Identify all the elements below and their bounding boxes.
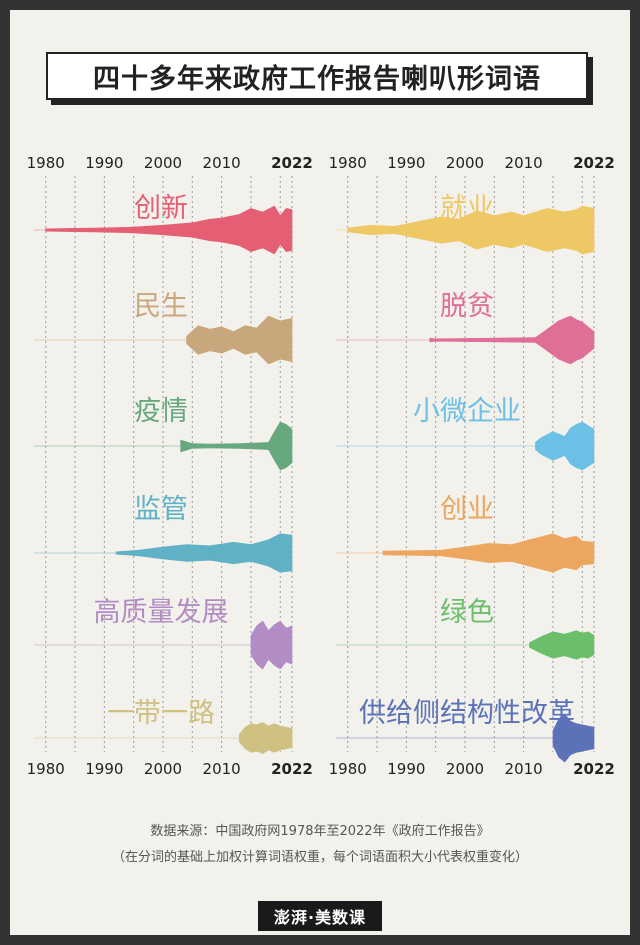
x-tick-label-top: 2000 <box>144 154 182 172</box>
x-tick-label-bottom: 2022 <box>271 760 313 778</box>
series-area <box>250 620 293 670</box>
brand-logo: 澎湃·美数课 <box>258 901 382 931</box>
series-label: 绿色 <box>440 597 494 628</box>
series-area <box>180 421 293 471</box>
series-area <box>429 315 595 365</box>
chart-frame <box>10 10 630 935</box>
series-label: 监管 <box>134 494 188 525</box>
x-tick-label-bottom: 2000 <box>144 760 182 778</box>
series-label: 创新 <box>134 193 188 224</box>
x-tick-label-bottom: 2010 <box>505 760 543 778</box>
x-tick-label-top: 2000 <box>446 154 484 172</box>
x-tick-label-bottom: 1990 <box>387 760 425 778</box>
x-tick-label-bottom: 2000 <box>446 760 484 778</box>
x-tick-label-top: 1990 <box>85 154 123 172</box>
data-source-text: 数据来源：中国政府网1978年至2022年《政府工作报告》 <box>150 824 490 839</box>
series-label: 疫情 <box>134 396 188 427</box>
x-tick-label-bottom: 1980 <box>27 760 65 778</box>
series-area <box>186 315 293 365</box>
x-tick-label-bottom: 1980 <box>329 760 367 778</box>
x-tick-label-top: 1980 <box>27 154 65 172</box>
x-tick-label-top: 2010 <box>203 154 241 172</box>
x-tick-label-bottom: 2022 <box>573 760 615 778</box>
chart-title: 四十多年来政府工作报告喇叭形词语 <box>46 52 588 100</box>
series-label: 一带一路 <box>107 698 215 729</box>
series-area <box>347 205 595 255</box>
x-tick-label-top: 2010 <box>505 154 543 172</box>
series-label: 民生 <box>134 291 188 322</box>
series-label: 供给侧结构性改革 <box>359 698 575 729</box>
series-area <box>115 533 293 573</box>
series-label: 创业 <box>440 494 494 525</box>
x-tick-label-bottom: 2010 <box>203 760 241 778</box>
x-tick-label-bottom: 1990 <box>85 760 123 778</box>
series-area <box>45 205 293 255</box>
x-tick-label-top: 1990 <box>387 154 425 172</box>
x-tick-label-top: 2022 <box>573 154 615 172</box>
series-label: 就业 <box>440 193 494 224</box>
series-area <box>535 421 595 471</box>
series-area <box>238 722 293 754</box>
chart-note-text: （在分词的基础上加权计算词语权重，每个词语面积大小代表权重变化） <box>111 850 528 865</box>
series-area <box>382 533 595 573</box>
series-label: 小微企业 <box>413 396 521 427</box>
x-tick-label-top: 2022 <box>271 154 313 172</box>
series-label: 脱贫 <box>440 291 494 322</box>
series-area <box>552 713 595 763</box>
x-tick-label-top: 1980 <box>329 154 367 172</box>
series-area <box>529 630 595 660</box>
series-label: 高质量发展 <box>94 597 229 628</box>
